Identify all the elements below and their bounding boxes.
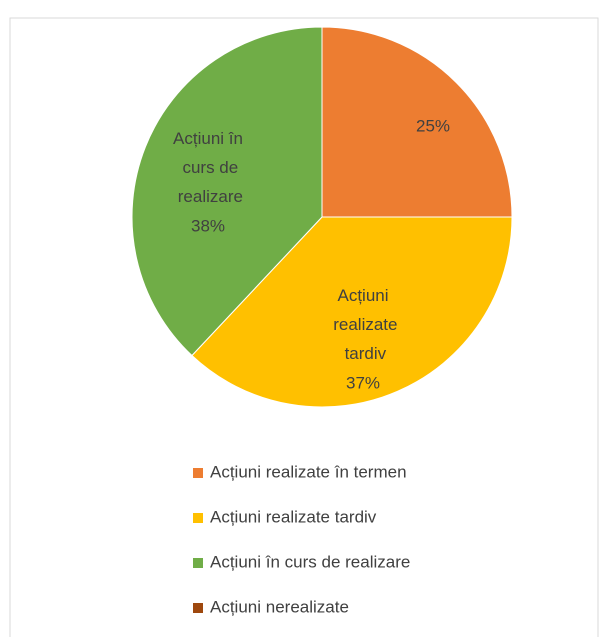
data-label: 25% [416,116,450,135]
data-label: 38% [191,216,225,235]
legend-label: Acțiuni realizate tardiv [210,507,377,526]
legend-swatch [193,468,203,478]
legend-swatch [193,558,203,568]
pie-slice [321,26,513,218]
legend-label: Acțiuni realizate în termen [210,462,407,481]
legend-swatch [193,603,203,613]
legend-label: Acțiuni nerealizate [210,597,349,616]
legend-label: Acțiuni în curs de realizare [210,552,410,571]
data-label-name: Acțiuni în curs de realizare [173,129,243,206]
pie-slice [191,216,513,408]
pie-slice [131,26,323,357]
data-label-name: Acțiuni realizate tardiv [329,286,398,363]
data-label: 37% [346,373,380,392]
legend-swatch [193,513,203,523]
